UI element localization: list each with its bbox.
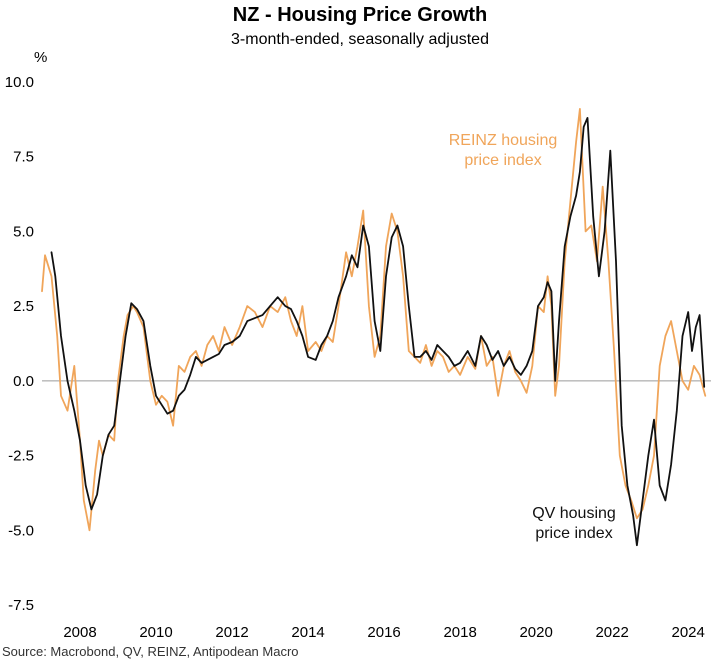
series-line-qv [50, 117, 706, 547]
series-line-reinz [41, 108, 707, 532]
x-tick-label: 2016 [367, 624, 400, 641]
x-tick-label: 2024 [672, 624, 705, 641]
y-tick-label: -2.5 [8, 448, 34, 465]
x-tick-label: 2008 [63, 624, 96, 641]
y-tick-label: 7.5 [13, 149, 34, 166]
x-tick-label: 2010 [139, 624, 172, 641]
qv-series-label: QV housing [532, 505, 616, 522]
x-tick-label: 2012 [215, 624, 248, 641]
chart-subtitle: 3-month-ended, seasonally adjusted [231, 31, 489, 48]
reinz-series-label: price index [464, 152, 541, 169]
reinz-series-label: REINZ housing [449, 132, 558, 149]
y-axis-unit-label: % [34, 49, 48, 66]
y-tick-label: 2.5 [13, 298, 34, 315]
x-tick-label: 2018 [443, 624, 476, 641]
chart-title: NZ - Housing Price Growth [232, 4, 488, 26]
x-tick-label: 2022 [595, 624, 628, 641]
y-tick-label: 0.0 [13, 373, 34, 390]
y-tick-label: -5.0 [8, 522, 34, 539]
y-tick-label: -7.5 [8, 597, 34, 614]
source-note: Source: Macrobond, QV, REINZ, Antipodean… [2, 644, 299, 659]
qv-series-label: price index [535, 525, 612, 542]
x-tick-label: 2020 [519, 624, 552, 641]
x-tick-label: 2014 [291, 624, 324, 641]
y-tick-label: 10.0 [5, 74, 34, 91]
y-tick-label: 5.0 [13, 223, 34, 240]
